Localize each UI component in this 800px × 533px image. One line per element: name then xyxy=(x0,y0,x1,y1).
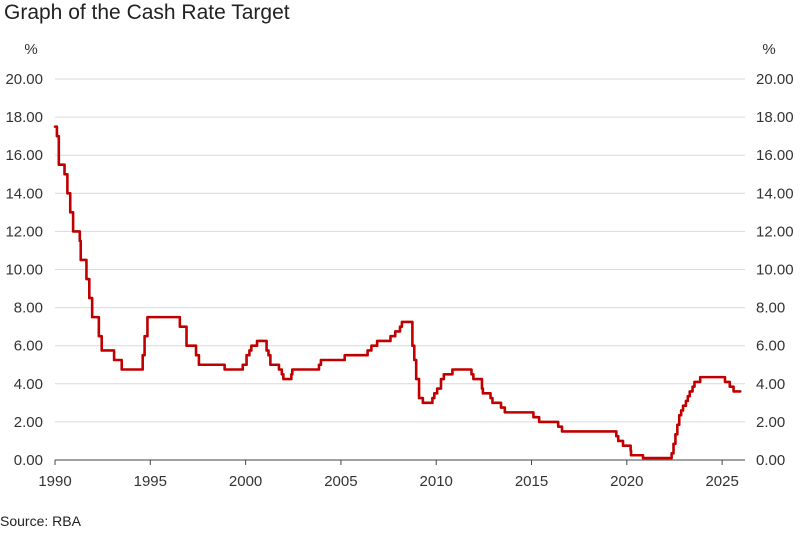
series-layer xyxy=(53,125,742,460)
y-axis-unit-left: % xyxy=(24,41,37,58)
y-tick-label-right: 2.00 xyxy=(756,414,785,431)
source-note: Source: RBA xyxy=(0,513,81,529)
y-tick-label-right: 4.00 xyxy=(756,376,785,393)
x-tick-label: 2020 xyxy=(610,473,643,490)
x-tick-label: 2015 xyxy=(515,473,548,490)
y-tick-label-left: 8.00 xyxy=(14,300,43,317)
y-tick-label-right: 12.00 xyxy=(756,223,794,240)
y-tick-label-right: 6.00 xyxy=(756,338,785,355)
y-tick-label-left: 14.00 xyxy=(5,185,43,202)
y-tick-label-right: 8.00 xyxy=(756,300,785,317)
y-tick-label-left: 16.00 xyxy=(5,147,43,164)
y-tick-label-left: 4.00 xyxy=(14,376,43,393)
y-tick-label-right: 0.00 xyxy=(756,452,785,469)
y-tick-label-left: 6.00 xyxy=(14,338,43,355)
x-axis: 1990 1995 2000 2005 2010 2015 2020 2025 xyxy=(38,459,745,490)
chart-title: Graph of the Cash Rate Target xyxy=(4,1,290,24)
y-axis-left: 0.00 2.00 4.00 6.00 8.00 10.00 12.00 14.00 16.00… xyxy=(5,71,43,469)
y-tick-label-left: 20.00 xyxy=(5,71,43,88)
cash-rate-series-line xyxy=(53,125,742,460)
x-tick-label: 1995 xyxy=(134,473,167,490)
y-tick-label-right: 20.00 xyxy=(756,71,794,88)
y-tick-label-right: 10.00 xyxy=(756,262,794,279)
y-tick-label-left: 18.00 xyxy=(5,109,43,126)
y-tick-label-right: 16.00 xyxy=(756,147,794,164)
y-tick-label-left: 2.00 xyxy=(14,414,43,431)
y-tick-label-left: 0.00 xyxy=(14,452,43,469)
x-tick-label: 1990 xyxy=(38,473,71,490)
x-tick-label: 2005 xyxy=(324,473,357,490)
x-tick-label: 2010 xyxy=(420,473,453,490)
y-tick-label-left: 12.00 xyxy=(5,223,43,240)
y-tick-label-right: 14.00 xyxy=(756,185,794,202)
y-axis-unit-right: % xyxy=(762,41,775,58)
y-tick-label-left: 10.00 xyxy=(5,262,43,279)
y-tick-label-right: 18.00 xyxy=(756,109,794,126)
y-axis-right: 0.00 2.00 4.00 6.00 8.00 10.00 12.00 14.00 16.00… xyxy=(756,71,794,469)
x-tick-label: 2000 xyxy=(229,473,262,490)
x-tick-label: 2025 xyxy=(705,473,738,490)
grid-lines xyxy=(55,78,745,423)
